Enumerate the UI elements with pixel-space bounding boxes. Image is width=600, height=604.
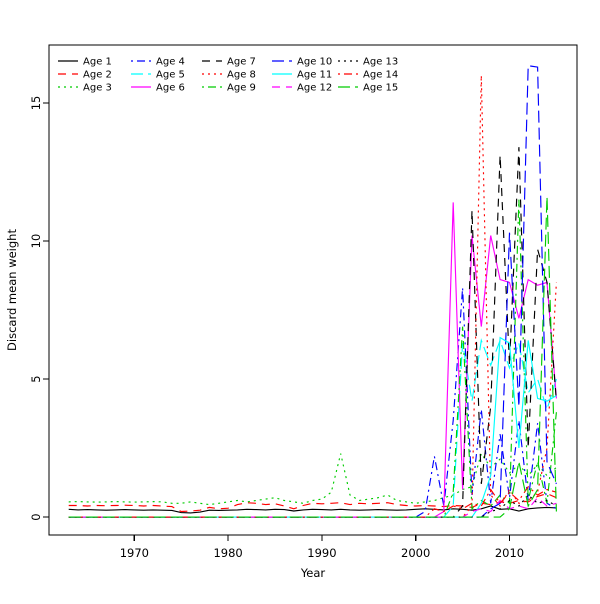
series-line-age-7 xyxy=(68,147,557,518)
legend-item-age-1: Age 1 xyxy=(58,57,112,68)
legend-item-age-11: Age 11 xyxy=(272,70,332,81)
legend-label: Age 9 xyxy=(227,83,256,94)
y-axis-title: Discard mean weight xyxy=(5,229,19,351)
y-tick-label: 0 xyxy=(29,513,43,520)
series-line-age-8 xyxy=(68,75,557,518)
legend-label: Age 1 xyxy=(83,57,112,68)
y-tick-label: 15 xyxy=(29,96,43,111)
series-line-age-11 xyxy=(68,336,557,518)
legend-item-age-6: Age 6 xyxy=(131,83,185,94)
legend-item-age-5: Age 5 xyxy=(131,70,185,81)
x-tick-label: 2000 xyxy=(401,546,430,560)
legend-item-age-9: Age 9 xyxy=(202,83,256,94)
legend-label: Age 15 xyxy=(363,83,398,94)
series-line-age-10 xyxy=(68,65,557,518)
legend-label: Age 6 xyxy=(156,83,185,94)
legend-item-age-10: Age 10 xyxy=(272,57,332,68)
legend-label: Age 12 xyxy=(297,83,332,94)
legend-item-age-14: Age 14 xyxy=(338,70,398,81)
plot-box xyxy=(48,44,578,536)
legend-item-age-12: Age 12 xyxy=(272,83,332,94)
legend-label: Age 7 xyxy=(227,57,256,68)
x-axis: 1970 1980 1990 2000 2010 Year xyxy=(120,535,524,580)
legend-item-age-13: Age 13 xyxy=(338,57,398,68)
y-axis: 0 5 10 15 Discard mean weight xyxy=(5,96,49,521)
x-tick-label: 2010 xyxy=(495,546,524,560)
series-line-age-1 xyxy=(68,505,557,514)
x-tick-label: 1980 xyxy=(213,546,242,560)
legend-label: Age 14 xyxy=(363,70,398,81)
legend-label: Age 10 xyxy=(297,57,332,68)
legend-label: Age 13 xyxy=(363,57,398,68)
legend-label: Age 8 xyxy=(227,70,256,81)
legend-label: Age 2 xyxy=(83,70,112,81)
series-lines xyxy=(68,65,557,518)
x-tick-label: 1990 xyxy=(307,546,336,560)
legend-item-age-7: Age 7 xyxy=(202,57,256,68)
y-tick-label: 5 xyxy=(29,375,43,382)
series-line-age-15 xyxy=(68,196,557,518)
x-axis-title: Year xyxy=(300,566,326,580)
legend-item-age-3: Age 3 xyxy=(58,83,112,94)
series-line-age-2 xyxy=(68,492,557,513)
legend-item-age-15: Age 15 xyxy=(338,83,398,94)
y-tick-label: 10 xyxy=(29,234,43,249)
legend-item-age-8: Age 8 xyxy=(202,70,256,81)
legend-label: Age 4 xyxy=(156,57,185,68)
x-tick-label: 1970 xyxy=(120,546,149,560)
legend-label: Age 11 xyxy=(297,70,332,81)
legend: Age 1 Age 2 Age 3 Age 4 Age 5 Age 6 Age 7 Age 8… xyxy=(58,57,398,94)
legend-item-age-4: Age 4 xyxy=(131,57,185,68)
legend-label: Age 5 xyxy=(156,70,185,81)
legend-item-age-2: Age 2 xyxy=(58,70,112,81)
legend-label: Age 3 xyxy=(83,83,112,94)
series-line-age-4 xyxy=(68,287,557,518)
